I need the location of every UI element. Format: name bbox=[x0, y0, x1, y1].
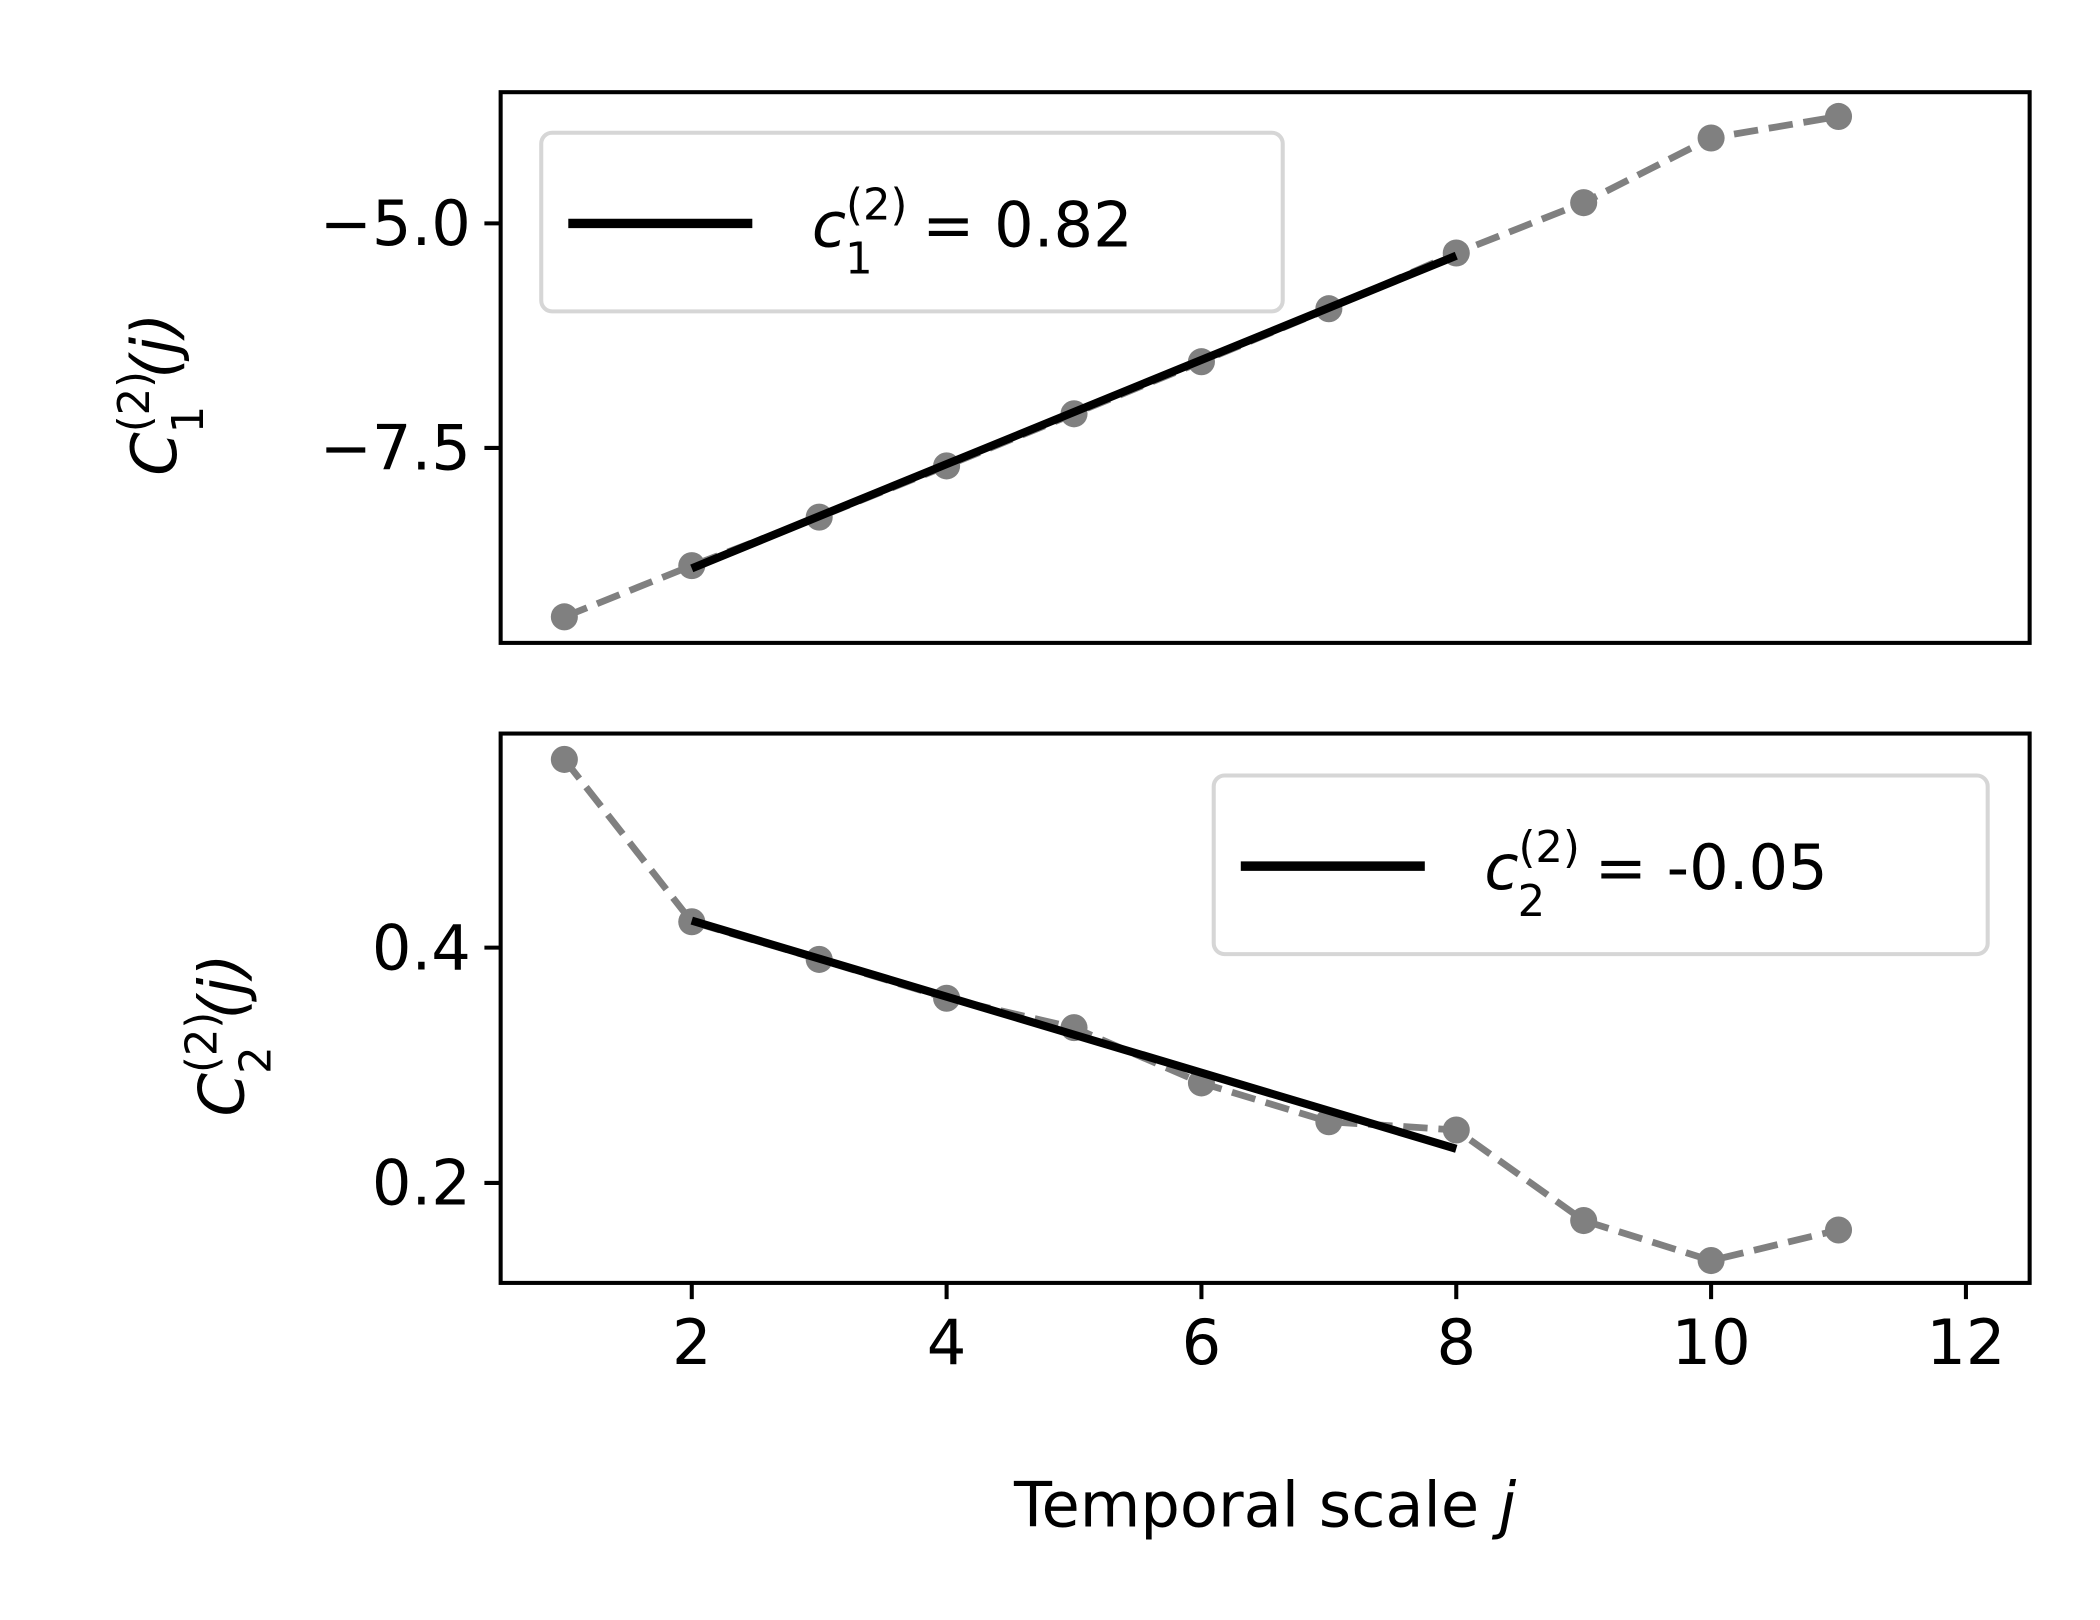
legend: c(2) 1 = 0.82 bbox=[539, 130, 1285, 314]
math-sup: (2) bbox=[110, 371, 160, 432]
y-tick-label: −5.0 bbox=[320, 187, 471, 260]
legend-label: c(2) 1 = 0.82 bbox=[812, 180, 1133, 284]
math-base: C bbox=[186, 1072, 259, 1116]
math-base: c bbox=[1484, 831, 1518, 904]
math-base: C bbox=[118, 432, 191, 476]
legend-box bbox=[1211, 773, 1990, 957]
data-point bbox=[1824, 102, 1853, 130]
data-point bbox=[1442, 1116, 1470, 1144]
math-arg: (j) bbox=[186, 953, 259, 1019]
legend-box bbox=[539, 130, 1285, 314]
x-tick-label: 8 bbox=[1436, 1306, 1476, 1379]
fit-line bbox=[690, 916, 1458, 1153]
y-axis-label: C(2) 2 (j) bbox=[177, 953, 281, 1116]
subplot-2: 0.40.22 4 6 8 10 12C(2) 2(j)Temporal scale jc(… bbox=[177, 731, 2032, 1541]
math-sup: (2) bbox=[177, 1012, 227, 1073]
x-tick-label: 12 bbox=[1926, 1306, 2005, 1379]
data-point bbox=[1697, 1247, 1725, 1275]
axes-frame bbox=[498, 731, 2032, 1285]
y-label-text: C(2) 2 (j) bbox=[177, 953, 281, 1116]
data-point bbox=[1570, 1207, 1598, 1235]
y-tick-label: 0.2 bbox=[372, 1147, 471, 1220]
y-label-text: C(2) 1 (j) bbox=[110, 313, 214, 476]
y-tick-label: 0.4 bbox=[372, 911, 471, 984]
legend-value: = -0.05 bbox=[1575, 831, 1828, 904]
x-tick-label: 10 bbox=[1671, 1306, 1750, 1379]
math-sup: (2) bbox=[1519, 823, 1580, 873]
y-tick-label: −7.5 bbox=[320, 412, 471, 485]
data-point bbox=[1570, 189, 1598, 217]
legend-value: = 0.82 bbox=[902, 188, 1132, 261]
x-tick-label: 4 bbox=[927, 1306, 967, 1379]
math-sub: 1 bbox=[164, 406, 214, 434]
fit-line bbox=[690, 251, 1458, 573]
data-point bbox=[550, 603, 578, 631]
subplot-1: −5.0−7.5C(2) 1(j)c(2) 1 = 0.82 bbox=[110, 90, 2032, 645]
axes-frame bbox=[498, 90, 2032, 645]
math-sub: 2 bbox=[1518, 877, 1546, 927]
x-tick-label: 2 bbox=[672, 1306, 712, 1379]
math-sub: 2 bbox=[232, 1046, 282, 1074]
data-point bbox=[1824, 1216, 1853, 1244]
legend-label: c(2) 2 = -0.05 bbox=[1484, 823, 1827, 927]
math-arg: (j) bbox=[118, 313, 191, 379]
x-axis-label: Temporal scale j bbox=[1013, 1468, 1517, 1541]
y-axis-label: C(2) 1 (j) bbox=[110, 313, 214, 476]
math-sub: 1 bbox=[845, 234, 873, 284]
x-label-text: Temporal scale bbox=[1013, 1468, 1499, 1541]
math-base: c bbox=[812, 188, 846, 261]
data-point bbox=[1697, 124, 1725, 152]
math-sup: (2) bbox=[846, 180, 907, 230]
data-point bbox=[550, 745, 578, 773]
legend: c(2) 2 = -0.05 bbox=[1211, 773, 1990, 957]
x-tick-label: 6 bbox=[1182, 1306, 1222, 1379]
